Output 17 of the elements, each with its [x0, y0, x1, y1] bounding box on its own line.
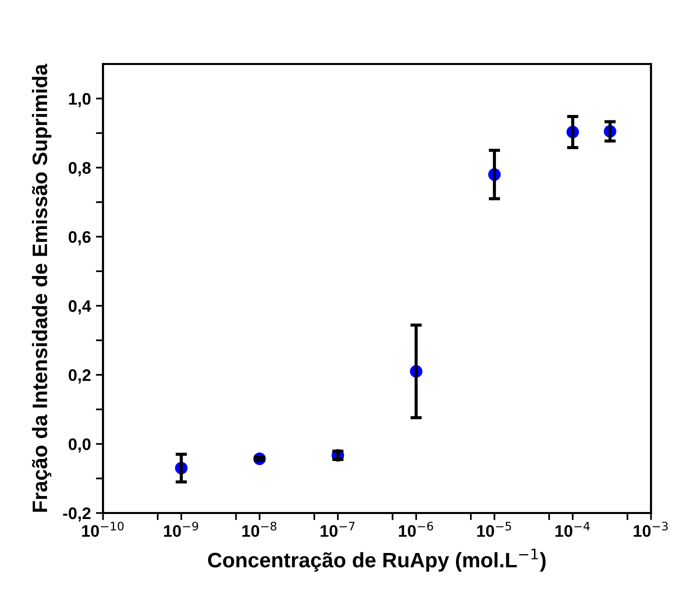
y-tick-label: 0,8: [68, 162, 91, 176]
x-axis-title: Concentração de RuApy (mol.L$^{−1}$): [208, 548, 546, 572]
y-tick-label: 0,0: [68, 438, 91, 453]
y-tick-label: 0,4: [68, 300, 92, 314]
x-tick-label: 10$^{−4}$: [556, 522, 590, 537]
x-tick-label: 10$^{−3}$: [634, 522, 668, 537]
y-tick-label: 0,6: [68, 231, 91, 246]
y-tick-label: 0,2: [68, 369, 91, 384]
x-tick-label: 10$^{−8}$: [242, 522, 276, 537]
y-axis-title: Fração da Intensidade de Emissão Suprimida: [32, 64, 52, 512]
x-tick-label: 10$^{−7}$: [320, 522, 355, 537]
x-tick-label: 10$^{−5}$: [477, 522, 512, 537]
y-tick-label: -0,2: [63, 507, 91, 522]
y-tick-label: 1,0: [69, 92, 91, 108]
x-tick-label: 10$^{−6}$: [398, 522, 434, 537]
x-tick-label: 10$^{−10}$: [82, 522, 124, 537]
x-tick-label: 10$^{−9}$: [164, 522, 198, 537]
